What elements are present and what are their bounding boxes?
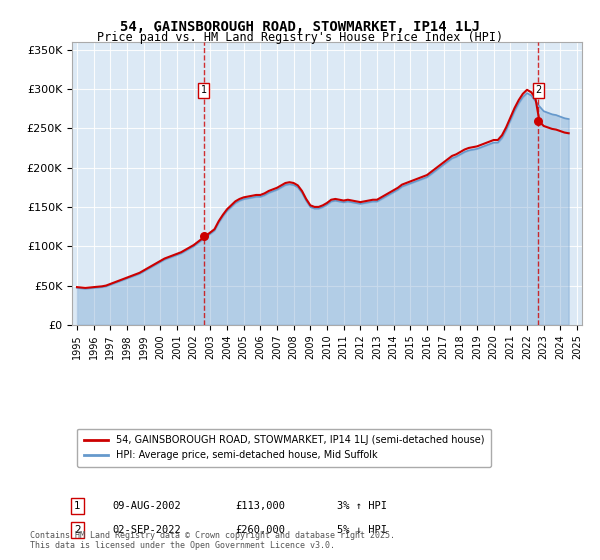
- Text: Contains HM Land Registry data © Crown copyright and database right 2025.
This d: Contains HM Land Registry data © Crown c…: [30, 530, 395, 550]
- Text: 2: 2: [535, 85, 541, 95]
- Legend: 54, GAINSBOROUGH ROAD, STOWMARKET, IP14 1LJ (semi-detached house), HPI: Average : 54, GAINSBOROUGH ROAD, STOWMARKET, IP14 …: [77, 428, 491, 467]
- Text: 54, GAINSBOROUGH ROAD, STOWMARKET, IP14 1LJ: 54, GAINSBOROUGH ROAD, STOWMARKET, IP14 …: [120, 20, 480, 34]
- Text: 1: 1: [200, 85, 207, 95]
- Text: 2: 2: [74, 525, 80, 535]
- Text: 1: 1: [74, 501, 80, 511]
- Point: [199, 231, 208, 240]
- Text: 09-AUG-2002: 09-AUG-2002: [113, 501, 182, 511]
- Text: Price paid vs. HM Land Registry's House Price Index (HPI): Price paid vs. HM Land Registry's House …: [97, 31, 503, 44]
- Text: £113,000: £113,000: [235, 501, 285, 511]
- Point: [533, 116, 543, 125]
- Text: £260,000: £260,000: [235, 525, 285, 535]
- Text: 5% ↓ HPI: 5% ↓ HPI: [337, 525, 387, 535]
- Text: 02-SEP-2022: 02-SEP-2022: [113, 525, 182, 535]
- Text: 3% ↑ HPI: 3% ↑ HPI: [337, 501, 387, 511]
